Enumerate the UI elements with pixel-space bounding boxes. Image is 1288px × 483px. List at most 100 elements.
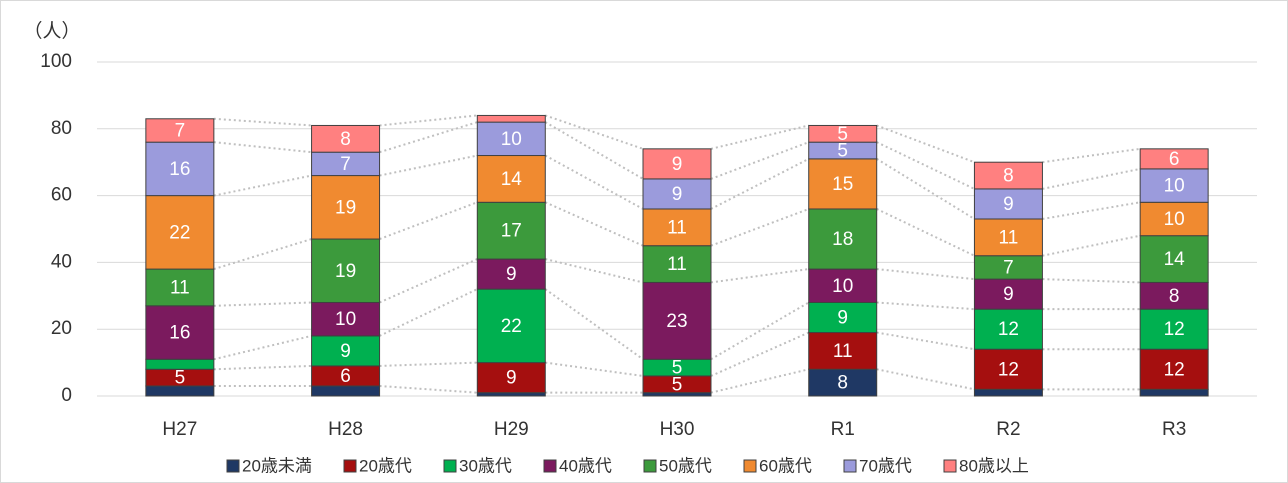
legend-text: 50歳代 [659, 456, 712, 475]
connector [876, 301, 975, 311]
legend-text: 30歳代 [459, 456, 512, 475]
legend-text: 40歳代 [559, 456, 612, 475]
connector [213, 141, 312, 154]
y-tick-label: 100 [40, 51, 72, 72]
data-label: 5 [837, 124, 848, 145]
connector [1042, 234, 1141, 257]
data-label: 10 [501, 129, 522, 150]
bar-segment [642, 178, 712, 210]
bar-segment [311, 124, 381, 153]
legend-text: 20歳未満 [242, 456, 312, 475]
bar-segment [311, 335, 381, 367]
bar-segment [476, 155, 546, 203]
data-label: 19 [335, 197, 356, 218]
data-label: 9 [340, 341, 351, 362]
data-label: 9 [1003, 284, 1014, 305]
bar-segment [973, 161, 1043, 190]
bar-segment [973, 218, 1043, 257]
bar-segment [476, 392, 546, 397]
bar-segment [642, 148, 712, 180]
x-tick-label: R2 [996, 419, 1020, 440]
legend-text: 20歳代 [359, 456, 412, 475]
bar-segment [642, 245, 712, 283]
data-label: 5 [672, 374, 683, 395]
x-tick-label: H28 [328, 419, 363, 440]
bar-segment [1139, 201, 1209, 237]
connector [876, 268, 975, 281]
legend-text: 60歳代 [759, 456, 812, 475]
connector [710, 268, 809, 284]
data-label: 12 [1164, 359, 1185, 380]
connector [379, 201, 478, 240]
connector [213, 174, 312, 197]
bar-segment [145, 141, 215, 197]
connector [379, 288, 478, 337]
legend-text: 70歳代 [859, 456, 912, 475]
data-label: 5 [175, 368, 186, 389]
bar-segment [808, 124, 878, 143]
connector [213, 334, 312, 361]
data-label: 12 [998, 359, 1019, 380]
connector [544, 154, 644, 210]
bar-segment [476, 258, 546, 290]
data-label: 17 [501, 221, 522, 242]
x-tick-label: R3 [1162, 419, 1186, 440]
x-tick-label: H30 [660, 419, 695, 440]
connector [213, 364, 312, 371]
bar-segment [642, 281, 712, 360]
connector [710, 208, 810, 247]
bar-segment [145, 118, 215, 143]
connector [544, 121, 644, 180]
data-label: 8 [837, 373, 848, 394]
data-label: 22 [501, 316, 522, 337]
bar-segment [808, 158, 878, 210]
data-label: 6 [340, 366, 351, 387]
data-label: 7 [1003, 257, 1014, 278]
data-label: 10 [335, 309, 356, 330]
x-tick-label: R1 [831, 419, 855, 440]
bar-segment [1139, 235, 1209, 283]
data-label: 7 [340, 154, 351, 175]
bar-segment [973, 188, 1043, 220]
legend-swatch [643, 459, 657, 473]
data-label: 11 [667, 217, 687, 238]
data-label: 10 [832, 276, 853, 297]
connector [710, 124, 809, 150]
connector [379, 384, 478, 394]
data-label: 11 [999, 227, 1019, 248]
data-label: 5 [672, 358, 683, 379]
data-label: 8 [1169, 286, 1180, 307]
connector [710, 301, 810, 361]
connector [379, 154, 478, 177]
data-label: 22 [169, 222, 190, 243]
data-label: 12 [1164, 319, 1185, 340]
bar-segment [145, 268, 215, 307]
legend-swatch [743, 459, 757, 473]
connector [213, 301, 312, 307]
data-label: 5 [837, 141, 848, 162]
legend-swatch [343, 459, 357, 473]
connector [213, 117, 312, 127]
bar-segment [476, 121, 546, 157]
x-tick-label: H29 [494, 419, 529, 440]
connector [710, 157, 810, 210]
connector [876, 158, 975, 220]
data-label: 7 [175, 120, 186, 141]
legend-swatch [226, 459, 240, 473]
connector [1042, 201, 1141, 220]
connector [1042, 147, 1141, 164]
data-label: 9 [837, 308, 848, 329]
y-tick-label: 20 [51, 318, 72, 339]
data-label: 14 [1164, 249, 1186, 270]
legend-swatch [443, 459, 457, 473]
bar-segment [311, 175, 381, 240]
bar-segment [476, 114, 546, 123]
y-tick-label: 0 [61, 385, 72, 406]
bar-segment [808, 208, 878, 270]
data-label: 11 [833, 341, 853, 362]
connector [379, 121, 478, 154]
legend-swatch [943, 459, 957, 473]
bar-segment [808, 332, 878, 370]
legend-swatch [543, 459, 557, 473]
